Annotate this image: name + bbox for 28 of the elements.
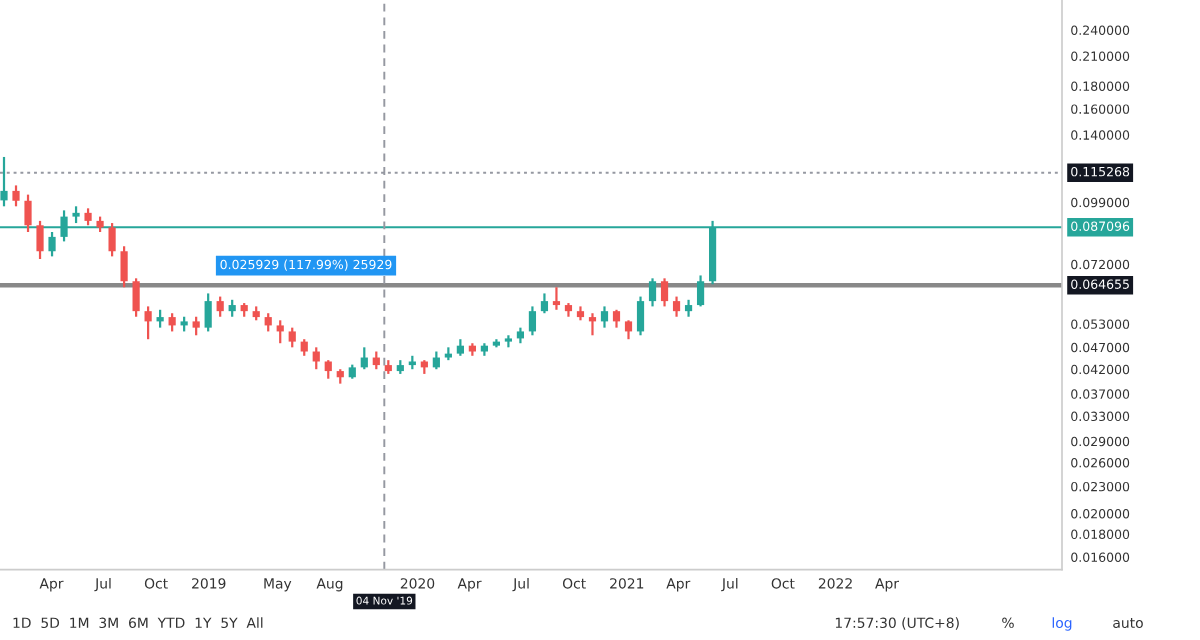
candlestick xyxy=(192,315,200,337)
candlestick xyxy=(324,359,332,380)
candlestick xyxy=(120,245,128,289)
candlestick xyxy=(264,312,272,333)
candlestick xyxy=(552,286,561,311)
candlestick xyxy=(108,221,116,258)
candlestick xyxy=(528,305,537,337)
candlestick xyxy=(648,277,657,308)
candlestick xyxy=(204,292,212,333)
candlestick xyxy=(132,277,140,318)
candlestick xyxy=(660,277,669,308)
candlestick xyxy=(288,326,296,349)
candlestick xyxy=(696,274,705,308)
candlestick xyxy=(600,305,609,329)
candlestick xyxy=(624,319,633,341)
candlestick xyxy=(12,184,20,208)
candlestick xyxy=(168,312,176,333)
candlestick xyxy=(540,292,549,315)
candlestick xyxy=(276,319,284,345)
candlestick xyxy=(24,193,32,234)
candlestick xyxy=(36,219,44,261)
candlestick xyxy=(672,295,681,318)
candlestick xyxy=(636,295,645,337)
candlestick xyxy=(216,295,224,318)
candlestick xyxy=(0,155,8,208)
candlestick xyxy=(48,230,56,258)
candlestick xyxy=(144,305,152,341)
candlestick xyxy=(588,312,597,337)
